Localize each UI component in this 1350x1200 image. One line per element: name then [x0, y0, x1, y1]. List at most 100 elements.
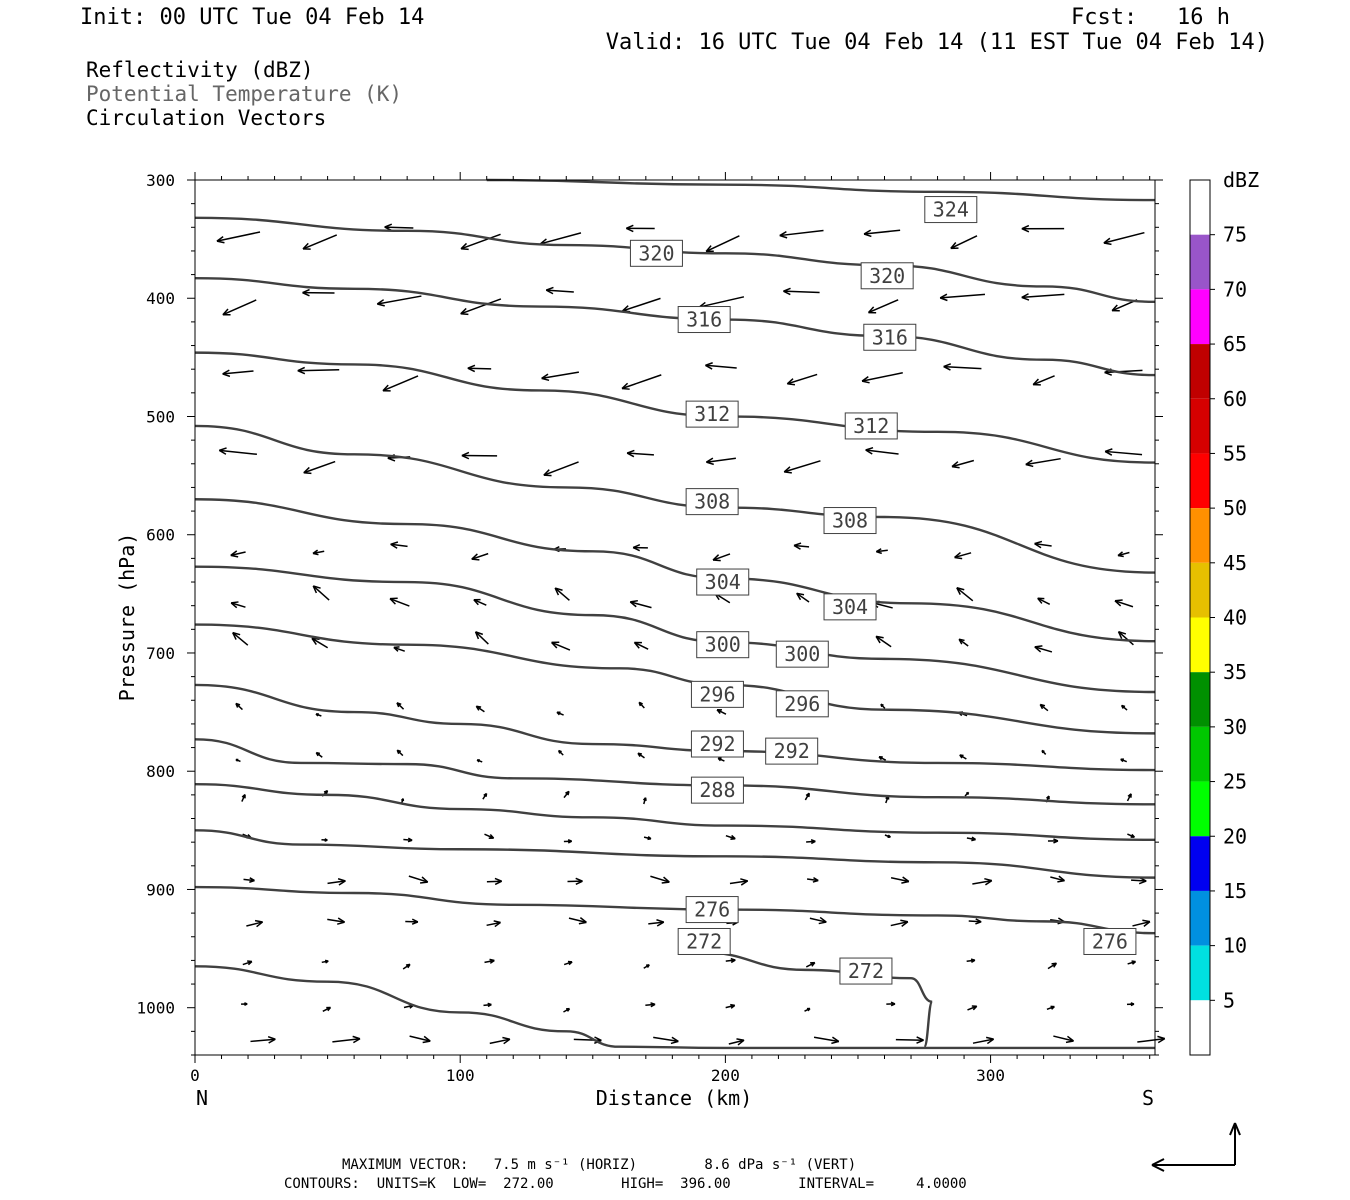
vector-head: [494, 921, 501, 928]
vector-head: [878, 756, 882, 761]
circulation-vector: [796, 592, 810, 603]
vector-head: [475, 705, 480, 711]
circulation-vector: [705, 364, 737, 369]
circulation-vector: [1131, 879, 1147, 882]
circulation-vector: [250, 1038, 276, 1043]
max-vector-note: MAXIMUM VECTOR: 7.5 m s⁻¹ (HORIZ) 8.6 dP…: [342, 1157, 857, 1173]
circulation-vector: [486, 880, 502, 883]
vector-head: [494, 877, 502, 882]
vector-head: [736, 1038, 745, 1041]
vector-head: [783, 466, 791, 473]
vector-head: [1058, 875, 1066, 882]
vector-head: [970, 958, 976, 961]
circulation-vector: [627, 452, 654, 456]
vector-head: [423, 1035, 431, 1042]
y-tick-label: 500: [146, 407, 175, 426]
vector-head: [956, 587, 961, 595]
vector-head: [267, 1036, 276, 1040]
vector-head: [390, 541, 399, 545]
field-circulation-vectors: Circulation Vectors: [86, 106, 327, 130]
vector-head: [1021, 224, 1030, 230]
vector-head: [222, 373, 231, 378]
contour-label: 308: [694, 490, 730, 514]
circulation-vector: [312, 550, 325, 555]
vector-head: [633, 641, 640, 649]
circulation-vector: [1114, 600, 1134, 608]
vector-head: [737, 1039, 745, 1046]
vector-head: [302, 291, 310, 297]
vector-head: [705, 364, 713, 370]
circulation-vector: [384, 226, 414, 229]
vector-head: [460, 242, 468, 250]
circulation-vector: [865, 449, 899, 455]
circulation-vector: [460, 233, 501, 250]
vector-head: [302, 242, 309, 250]
vector-head: [796, 592, 802, 601]
circulation-vector: [809, 917, 827, 923]
vector-head: [254, 919, 263, 923]
vector-head: [951, 465, 960, 469]
circulation-vector: [958, 638, 969, 647]
vector-head: [311, 637, 317, 646]
x-tick-label: 0: [190, 1066, 200, 1085]
vector-head: [232, 631, 241, 636]
vector-head: [556, 711, 560, 716]
vector-head: [887, 834, 891, 838]
circulation-vector: [1034, 646, 1053, 653]
contour-label: 304: [705, 570, 741, 594]
circulation-vector: [1137, 1037, 1165, 1043]
circulation-vector: [779, 229, 824, 237]
circulation-vector: [940, 293, 986, 299]
contour-label: 276: [694, 898, 730, 922]
vector-head: [1034, 646, 1042, 653]
vector-head: [621, 387, 630, 390]
axis-ticks: 300 400 500 600 700 800 900 1000 0 100 200 300: [136, 171, 1163, 1085]
vector-head: [656, 921, 665, 927]
vector-head: [384, 223, 393, 228]
vector-head: [1037, 597, 1043, 604]
vector-head: [647, 835, 652, 840]
circulation-vector: [699, 296, 745, 308]
circulation-vector: [230, 602, 246, 608]
vector-head: [1021, 293, 1029, 299]
vector-head: [302, 288, 310, 294]
vector-head: [950, 241, 957, 249]
field-potential-temperature: Potential Temperature (K): [86, 82, 403, 106]
vector-head: [956, 587, 965, 591]
vector-head: [244, 1002, 248, 1005]
vector-head: [632, 544, 641, 549]
theta-contour-312: [194, 351, 1156, 464]
contour-label: 300: [705, 633, 741, 657]
colorbar-swatch: [1190, 726, 1210, 782]
x-axis-label: Distance (km): [596, 1086, 753, 1110]
colorbar-level-label: 55: [1223, 441, 1247, 465]
vector-head: [1117, 631, 1123, 639]
vector-head: [716, 709, 721, 714]
theta-contour-272: [194, 965, 1155, 1050]
circulation-vectors: [216, 223, 1166, 1046]
colorbar-swatch: [1190, 781, 1210, 837]
vector-head: [313, 585, 321, 589]
vector-head: [1041, 750, 1044, 754]
circulation-vector: [554, 587, 570, 601]
circulation-vector: [1104, 369, 1143, 374]
vector-head: [1120, 705, 1124, 709]
vector-head: [1034, 542, 1042, 549]
vector-head: [376, 299, 385, 305]
vector-head: [1131, 833, 1136, 838]
circulation-vector: [243, 878, 255, 882]
vector-head: [626, 452, 635, 458]
circulation-vector: [972, 1038, 994, 1044]
vector-head: [218, 449, 227, 455]
vector-head: [1067, 1035, 1074, 1042]
contour-label: 316: [686, 308, 722, 332]
vector-head: [382, 384, 389, 392]
circulation-vector: [1053, 1035, 1074, 1042]
theta-contour-324: [486, 178, 1156, 202]
colorbar-title: dBZ: [1223, 168, 1259, 192]
colorbar-level-label: 45: [1223, 551, 1247, 575]
circulation-vector: [895, 1038, 924, 1041]
vector-head: [863, 229, 872, 235]
circulation-vector: [486, 921, 501, 927]
theta-contour-276: [194, 885, 1156, 935]
